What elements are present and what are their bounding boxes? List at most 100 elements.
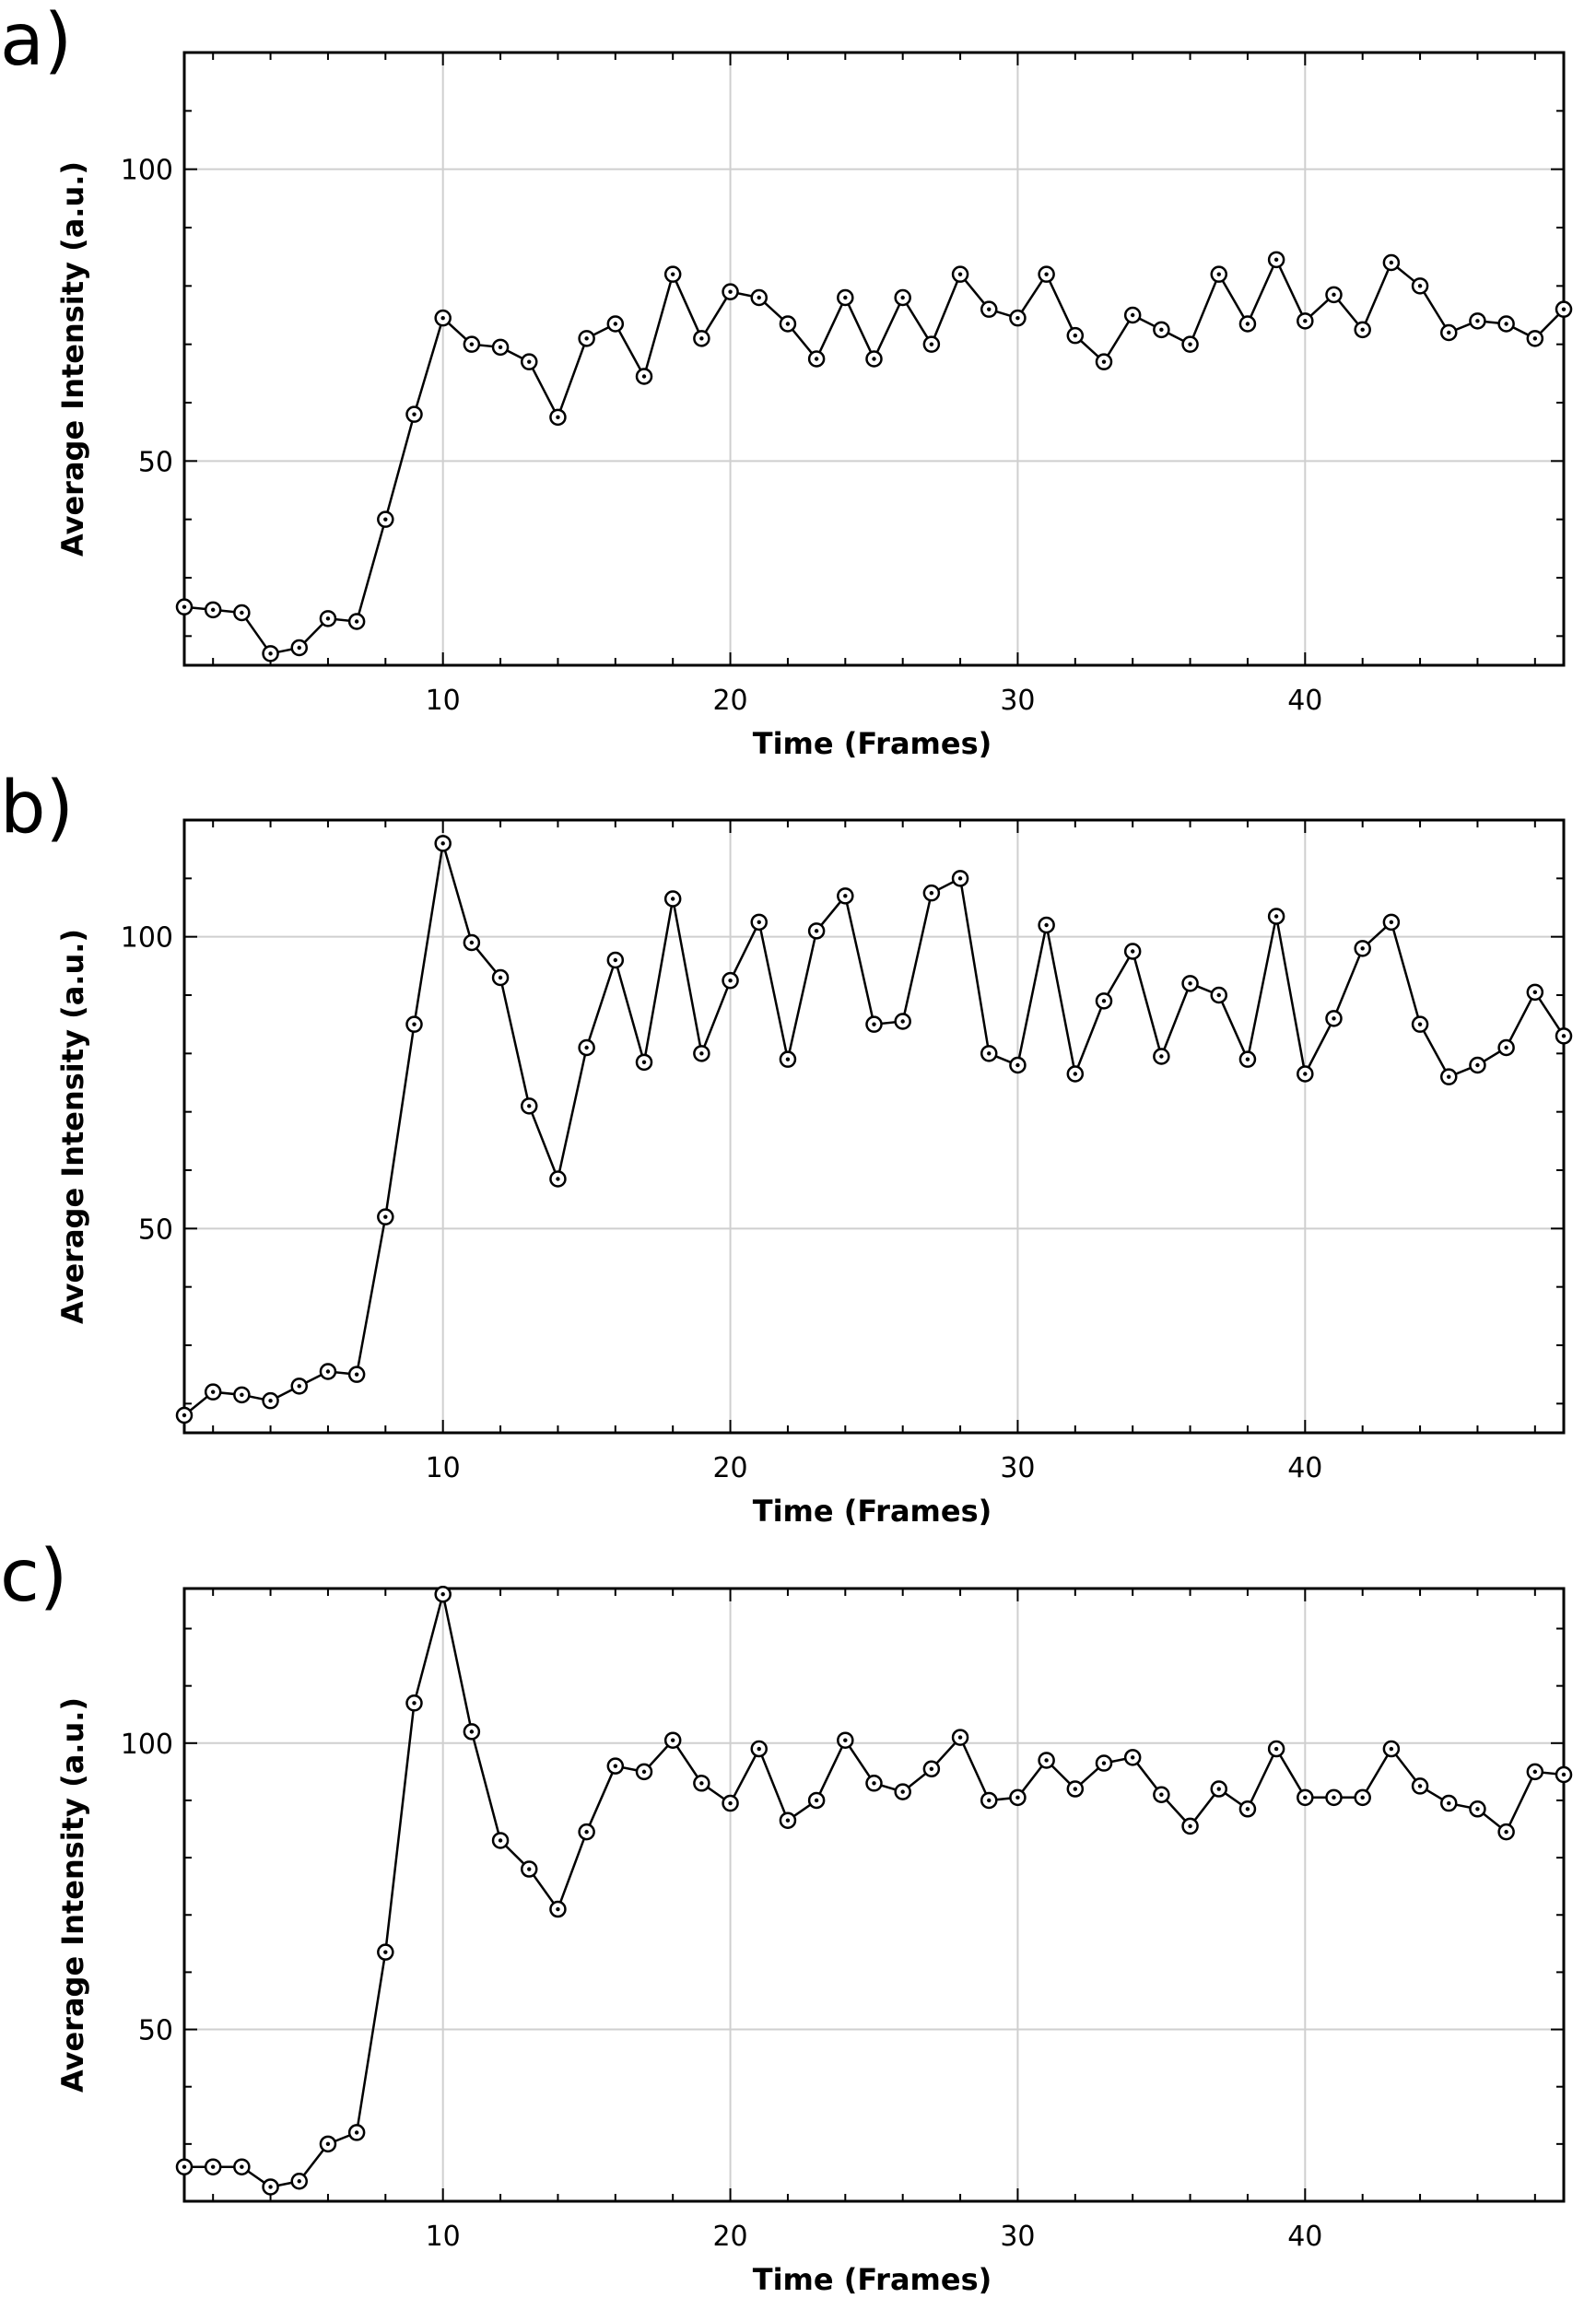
data-point <box>1181 1817 1199 1835</box>
data-point-center <box>1101 999 1107 1003</box>
data-point-center <box>670 272 675 276</box>
data-point-center <box>872 1022 876 1026</box>
data-point-center <box>1561 307 1567 311</box>
data-point <box>1066 1065 1085 1083</box>
data-point-center <box>957 876 963 881</box>
data-point-center <box>469 1729 475 1734</box>
plot-frame <box>182 51 1566 667</box>
data-point-center <box>1447 330 1451 335</box>
x-tick-label: 20 <box>712 1452 747 1484</box>
data-point <box>865 350 883 368</box>
data-point <box>578 1823 595 1841</box>
data-point <box>1354 1788 1371 1807</box>
data-point-center <box>785 1057 791 1061</box>
data-point-center <box>556 415 560 420</box>
data-point <box>549 1900 567 1918</box>
data-point <box>663 265 682 283</box>
data-point <box>463 1723 481 1741</box>
x-tick-label: 10 <box>426 685 461 717</box>
data-point-center <box>843 894 848 898</box>
data-point-center <box>325 616 331 621</box>
data-point <box>1095 353 1113 370</box>
data-point <box>1325 1788 1343 1807</box>
data-point-center <box>383 1214 388 1219</box>
data-point <box>1354 321 1371 339</box>
data-point <box>1009 1056 1027 1074</box>
data-point <box>693 1045 710 1062</box>
data-point <box>1555 300 1573 318</box>
data-point <box>204 1383 222 1401</box>
data-point-center <box>1447 1074 1451 1079</box>
data-point <box>663 890 682 908</box>
data-point <box>807 922 826 940</box>
data-point <box>779 315 797 333</box>
data-point <box>1440 1794 1458 1812</box>
data-point-center <box>814 357 819 361</box>
data-point-center <box>354 2130 359 2135</box>
data-point-center <box>556 1906 560 1912</box>
data-point-center <box>929 1766 934 1771</box>
chart-panel-a: a) 10 20 30 40 50 100 Time (Frames) Average Inte… <box>0 0 1573 761</box>
data-point <box>175 598 194 616</box>
data-point <box>1123 943 1142 960</box>
data-point <box>894 1013 911 1030</box>
data-point-center <box>1130 312 1135 318</box>
data-point-center <box>641 374 647 379</box>
data-point <box>894 288 911 307</box>
data-point-center <box>584 1829 589 1835</box>
x-tick-label: 10 <box>426 1452 461 1484</box>
data-point-center <box>1360 327 1365 333</box>
data-point <box>1238 1050 1257 1068</box>
data-point <box>951 265 969 283</box>
data-point-center <box>641 1769 647 1775</box>
panel-label: a) <box>0 0 72 82</box>
data-point-center <box>1245 1057 1250 1061</box>
data-point-center <box>1389 920 1394 925</box>
data-point-center <box>182 604 187 609</box>
data-point-center <box>929 890 934 896</box>
data-point-center <box>1303 1795 1308 1800</box>
data-point <box>319 1363 337 1380</box>
data-point-center <box>699 1781 704 1786</box>
data-point <box>951 1729 969 1746</box>
data-point <box>1555 1765 1573 1784</box>
data-point <box>1181 335 1199 353</box>
plot-frame <box>182 1587 1566 2203</box>
data-point <box>1267 908 1285 925</box>
data-point-center <box>210 607 216 613</box>
data-point-center <box>1417 284 1423 288</box>
data-point <box>262 2178 279 2196</box>
data-point-center <box>1332 1016 1336 1021</box>
y-tick-label: 100 <box>121 155 173 187</box>
data-point <box>1297 1788 1314 1807</box>
data-point-center <box>1273 257 1279 263</box>
data-point <box>521 1860 538 1878</box>
data-point <box>262 645 279 662</box>
data-point-center <box>957 1735 963 1740</box>
data-point <box>347 1366 366 1383</box>
data-point <box>1066 326 1085 345</box>
data-point <box>578 1038 595 1057</box>
y-tick-label: 100 <box>121 922 173 955</box>
y-tick-label: 50 <box>138 2015 173 2047</box>
data-point <box>204 2158 222 2175</box>
data-point <box>521 353 538 370</box>
chart-panel-c: c) 10 20 30 40 50 100 Time (Frames) Average Inte… <box>0 1535 1573 2297</box>
data-point-center <box>1504 322 1508 326</box>
data-point-center <box>613 322 618 326</box>
data-point-center <box>1015 1795 1020 1800</box>
data-point <box>1469 1800 1486 1818</box>
data-point <box>922 884 941 902</box>
x-tick-label: 10 <box>426 2221 461 2253</box>
data-point-center <box>240 2164 244 2169</box>
plot-frame <box>182 818 1566 1435</box>
data-point-center <box>1073 1072 1078 1076</box>
data-point <box>434 1585 452 1603</box>
data-point-center <box>297 2179 301 2184</box>
data-point <box>434 835 452 852</box>
panel-label: b) <box>0 767 74 850</box>
data-point <box>807 1791 826 1810</box>
data-point-center <box>1015 315 1020 321</box>
data-point <box>377 1943 394 1961</box>
data-point <box>980 1045 998 1062</box>
